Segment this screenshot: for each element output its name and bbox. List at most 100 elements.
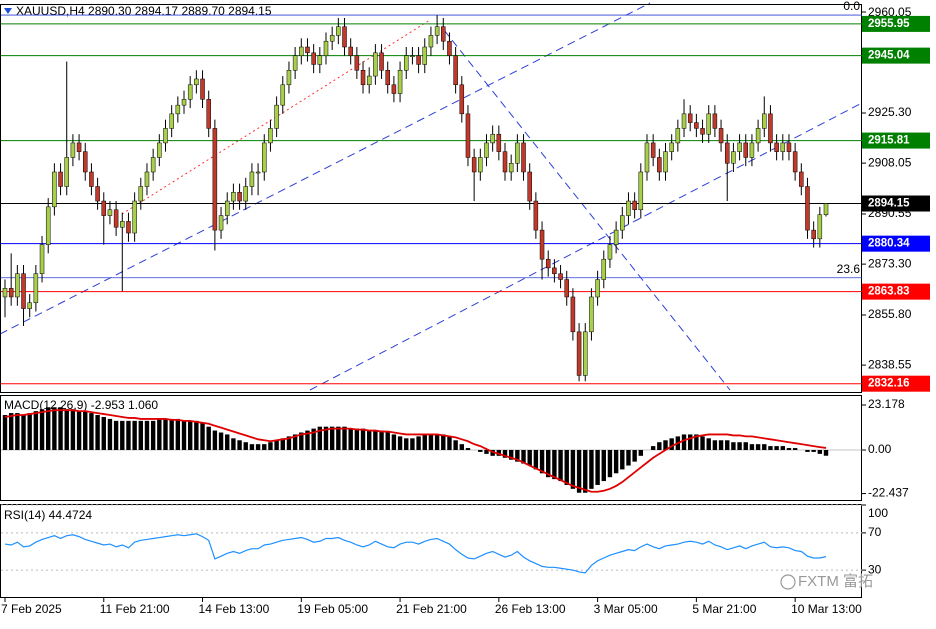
candle-body <box>718 128 724 144</box>
level-label: 2945.04 <box>868 50 910 62</box>
level-label: 2863.83 <box>868 286 910 298</box>
candle-body <box>768 113 773 144</box>
candle-body <box>329 35 335 42</box>
macd-bar <box>638 449 644 456</box>
macd-bar <box>329 426 335 450</box>
level-label: 2832.16 <box>868 378 910 390</box>
macd-bar <box>416 436 421 450</box>
macd-bar <box>336 426 341 450</box>
candle-body <box>817 214 823 240</box>
candle-body <box>311 52 316 65</box>
macd-bar <box>422 434 427 450</box>
candle-body <box>533 200 539 231</box>
macd-bar <box>428 434 434 450</box>
macd-bar <box>706 438 711 450</box>
symbol-icon <box>4 8 12 14</box>
macd-bar <box>292 434 298 450</box>
y-tick-label: 2908.05 <box>868 155 912 169</box>
candle-body <box>700 128 705 135</box>
candle-body <box>743 142 749 158</box>
macd-bar <box>206 426 211 450</box>
candle-body <box>33 273 39 304</box>
candle-body <box>823 203 829 215</box>
candle-body <box>15 273 20 298</box>
candle-body <box>811 229 816 240</box>
macd-bar <box>478 449 483 452</box>
macd-bar <box>194 420 199 450</box>
candle-body <box>292 55 298 71</box>
macd-bar <box>601 449 606 482</box>
macd-bar <box>231 438 236 450</box>
candle-body <box>299 46 304 56</box>
candle-body <box>95 186 100 202</box>
y-tick-label: 2838.55 <box>868 357 912 371</box>
macd-bar <box>367 430 372 450</box>
macd-bar <box>650 446 656 450</box>
macd-bar <box>311 428 316 450</box>
macd-bar <box>89 413 94 450</box>
macd-bar <box>558 449 563 482</box>
y-tick-label: 2925.30 <box>868 105 912 119</box>
candle-body <box>447 40 452 56</box>
macd-bar <box>299 432 304 450</box>
rsi-line <box>4 533 827 574</box>
macd-bar <box>490 449 495 456</box>
macd-bar <box>354 428 360 450</box>
level-label: 2915.81 <box>868 135 910 147</box>
macd-bar <box>120 420 125 450</box>
macd-bar <box>144 420 150 450</box>
candle-body <box>354 55 360 71</box>
macd-bar <box>169 418 174 450</box>
macd-bar <box>725 440 730 450</box>
macd-bar <box>187 420 193 450</box>
candle-body <box>194 78 199 86</box>
macd-bar <box>546 449 551 478</box>
candle-body <box>762 113 767 129</box>
y-tick-label: 2855.80 <box>868 307 912 321</box>
candle-body <box>305 46 310 54</box>
candle-body <box>644 142 650 173</box>
candle-body <box>360 70 366 86</box>
watermark: FXTM 富拓 <box>798 572 873 590</box>
macd-bar <box>669 438 674 450</box>
candle-body <box>694 122 699 129</box>
macd-bar <box>447 436 452 450</box>
candle-body <box>595 279 600 298</box>
candle-body <box>428 35 434 48</box>
macd-bar <box>805 449 810 452</box>
candle-body <box>379 52 384 71</box>
candle-body <box>218 215 224 231</box>
candle-body <box>157 142 162 158</box>
candle-body <box>799 171 804 187</box>
macd-bar <box>70 409 76 450</box>
macd-bar <box>58 407 63 450</box>
candle-body <box>385 70 390 86</box>
candle-body <box>706 113 711 135</box>
macd-bar <box>126 420 131 450</box>
candle-body <box>403 55 409 71</box>
x-tick-label: 10 Mar 13:00 <box>791 602 862 616</box>
y-tick-label: 30 <box>868 562 882 576</box>
macd-bar <box>743 442 748 450</box>
macd-bar <box>786 448 792 450</box>
candle-body <box>478 157 483 173</box>
macd-bar <box>255 444 261 450</box>
macd-bar <box>249 444 255 450</box>
y-tick-label: 100 <box>868 506 888 520</box>
candle-body <box>731 151 736 164</box>
candle-body <box>657 157 662 173</box>
macd-bar <box>811 449 816 452</box>
macd-bar <box>237 440 242 450</box>
macd-bar <box>262 444 267 450</box>
signal-line <box>4 409 827 493</box>
macd-bar <box>687 434 693 450</box>
level-label-box <box>862 47 930 64</box>
watermark-icon <box>780 574 796 590</box>
level-label-box <box>862 235 930 252</box>
candle-body <box>490 133 495 144</box>
macd-bar <box>774 446 779 450</box>
macd-bar <box>280 438 285 450</box>
candle-body <box>8 287 14 298</box>
candle-body <box>397 70 403 94</box>
candle-body <box>545 258 551 269</box>
